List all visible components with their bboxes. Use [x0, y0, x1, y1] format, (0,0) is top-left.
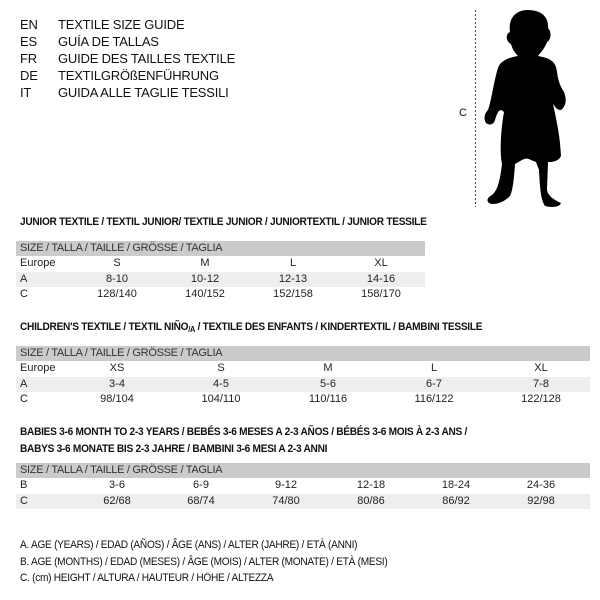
legend-c: C. (cm) HEIGHT / ALTURA / HAUTEUR / HÖHE… [20, 572, 274, 584]
table-cell: 62/68 [103, 494, 131, 507]
table-cell: 7-8 [533, 377, 549, 390]
table-cell: 12-13 [278, 272, 308, 285]
table-cell: S [113, 257, 121, 269]
table-cell: 24-36 [526, 479, 556, 491]
table-row: C 62/68 68/74 74/80 80/86 86/92 92/98 [16, 493, 590, 509]
table-cell: 14-16 [366, 272, 396, 285]
table-cell: 74/80 [272, 494, 300, 507]
table-cell: 8-10 [105, 272, 129, 285]
junior-section-title: JUNIOR TEXTILE / TEXTIL JUNIOR/ TEXTILE … [20, 216, 427, 228]
table-cell: 68/74 [187, 494, 215, 507]
babies-section-title-line1: BABIES 3-6 MONTH TO 2-3 YEARS / BEBÉS 3-… [20, 426, 468, 438]
table-header: SIZE / TALLA / TAILLE / GRÖSSE / TAGLIA [16, 241, 425, 256]
height-measure-label: C [459, 107, 467, 119]
table-cell: 116/122 [414, 393, 454, 405]
table-row: C 128/140 140/152 152/158 158/170 [16, 287, 425, 303]
table-cell: M [200, 257, 210, 269]
table-cell: 6-9 [193, 479, 209, 491]
junior-size-table: SIZE / TALLA / TAILLE / GRÖSSE / TAGLIA … [16, 241, 425, 303]
legend-a: A. AGE (YEARS) / EDAD (AÑOS) / ÂGE (ANS)… [20, 539, 358, 551]
table-header: SIZE / TALLA / TAILLE / GRÖSSE / TAGLIA [16, 346, 590, 361]
table-cell: 9-12 [274, 479, 298, 491]
table-cell: 122/128 [521, 393, 561, 405]
table-cell: 10-12 [190, 272, 220, 285]
babies-section-title-line2: BABYS 3-6 MONATE BIS 2-3 JAHRE / BAMBINI… [20, 443, 328, 455]
table-cell: 104/110 [201, 393, 241, 405]
table-cell: M [323, 362, 333, 374]
table-cell: 128/140 [97, 288, 137, 300]
table-cell: 92/98 [527, 494, 555, 507]
children-size-table: SIZE / TALLA / TAILLE / GRÖSSE / TAGLIA … [16, 346, 590, 408]
table-row: A 8-10 10-12 12-13 14-16 [16, 271, 425, 287]
table-row: A 3-4 4-5 5-6 6-7 7-8 [16, 376, 590, 392]
children-section-title: CHILDREN'S TEXTILE / TEXTIL NIÑO/A / TEX… [20, 321, 483, 334]
table-cell: 152/158 [273, 288, 313, 300]
table-cell: XS [109, 362, 125, 374]
table-cell: XL [374, 257, 388, 269]
legend-b: B. AGE (MONTHS) / EDAD (MESES) / ÂGE (MO… [20, 556, 388, 568]
table-cell: 4-5 [213, 377, 229, 390]
table-header: SIZE / TALLA / TAILLE / GRÖSSE / TAGLIA [16, 463, 590, 478]
table-cell: 80/86 [357, 494, 385, 507]
table-cell: 158/170 [361, 288, 401, 300]
table-cell: 110/116 [308, 393, 348, 405]
table-cell: 140/152 [185, 288, 225, 300]
babies-size-table: SIZE / TALLA / TAILLE / GRÖSSE / TAGLIA … [16, 463, 590, 509]
table-cell: 12-18 [356, 479, 386, 491]
table-cell: L [430, 362, 438, 374]
child-silhouette-icon [474, 10, 566, 207]
table-cell: 5-6 [320, 377, 336, 390]
table-cell: 3-4 [109, 377, 125, 390]
table-cell: 98/104 [100, 393, 134, 405]
table-row: Europe S M L XL [16, 256, 425, 272]
table-cell: L [289, 257, 297, 269]
table-cell: S [217, 362, 225, 374]
table-cell: 18-24 [441, 479, 471, 491]
child-silhouette [484, 10, 566, 207]
table-cell: 86/92 [442, 494, 470, 507]
table-row: B 3-6 6-9 9-12 12-18 18-24 24-36 [16, 478, 590, 494]
table-row: C 98/104 104/110 110/116 116/122 122/128 [16, 392, 590, 408]
table-cell: 3-6 [109, 479, 125, 491]
table-cell: XL [534, 362, 548, 374]
table-row: Europe XS S M L XL [16, 361, 590, 377]
table-cell: 6-7 [426, 377, 442, 390]
